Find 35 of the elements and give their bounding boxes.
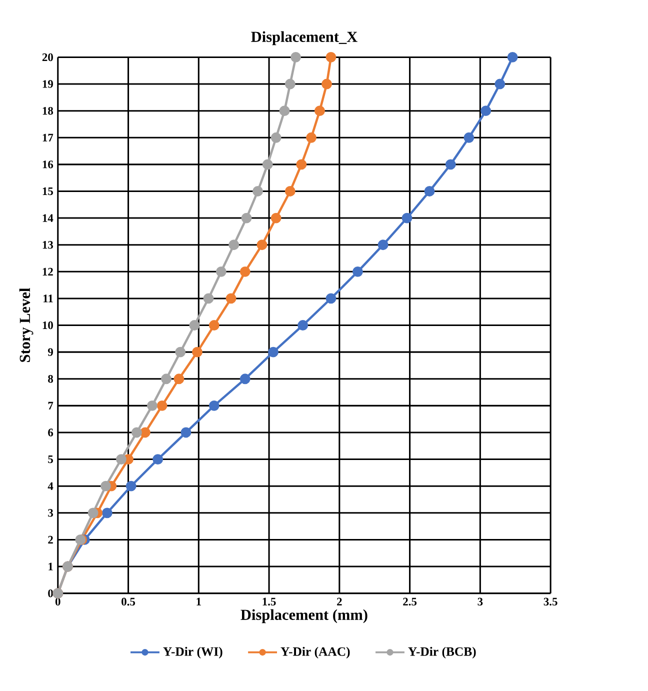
y-tick-label: 10	[43, 321, 54, 330]
y-tick-label: 2	[48, 536, 54, 544]
y-tick-label: 6	[48, 428, 54, 436]
y-tick-label: 12	[43, 268, 54, 276]
y-tick-label: 15	[43, 187, 54, 196]
x-tick-label: 3	[478, 598, 483, 606]
y-tick-label: 5	[48, 455, 54, 464]
x-tick-label: 1	[196, 598, 202, 606]
y-tick-label: 17	[43, 134, 54, 142]
y-tick-label: 9	[48, 348, 54, 356]
y-tick-label: 4	[48, 482, 54, 490]
x-tick-label: 0.5	[122, 598, 136, 606]
y-tick-label: 19	[43, 80, 54, 88]
x-tick-label: 2.5	[403, 598, 417, 606]
y-axis-title: Story Level	[20, 288, 34, 362]
x-tick-label: 0	[56, 598, 61, 606]
y-tick-label: 14	[43, 214, 54, 222]
x-axis-title: Displacement (mm)	[240, 609, 368, 624]
y-tick-label: 0	[48, 589, 54, 598]
y-tick-label: 7	[48, 402, 54, 410]
y-tick-label: 18	[43, 106, 54, 115]
y-tick-label: 11	[44, 294, 53, 302]
y-tick-label: 20	[42, 53, 54, 62]
y-tick-label: 8	[48, 375, 54, 383]
chart-title: Displacement_X	[251, 31, 358, 46]
legend-label: Y-Dir (WI)	[163, 646, 222, 658]
y-tick-label: 3	[48, 509, 54, 517]
x-tick-label: 2	[337, 598, 342, 606]
y-tick-label: 16	[43, 160, 54, 168]
x-tick-label: 3.5	[544, 598, 558, 606]
y-tick-label: 13	[43, 241, 54, 249]
legend-label: Y-Dir (BCB)	[408, 646, 476, 658]
x-tick-label: 1.5	[263, 598, 276, 606]
y-tick-label: 1	[48, 562, 53, 570]
legend-label: Y-Dir (AAC)	[280, 646, 350, 658]
